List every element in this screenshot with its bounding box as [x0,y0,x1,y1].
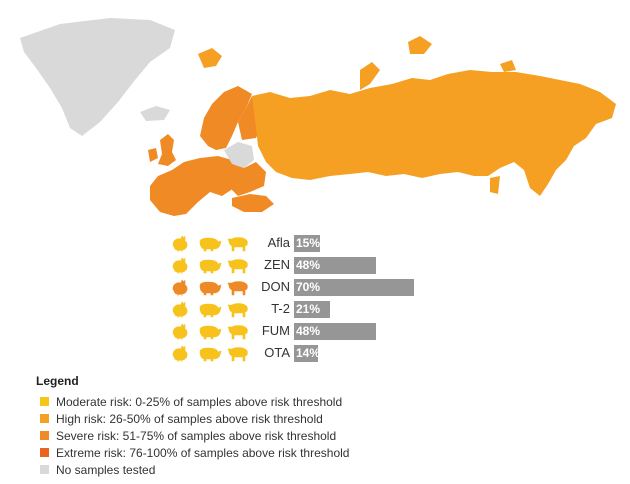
legend: Legend Moderate risk: 0-25% of samples a… [36,374,416,479]
toxin-label: Afla [267,235,290,250]
legend-title: Legend [36,374,79,388]
risk-percent-label: 21% [296,302,321,316]
uk-region [158,134,176,166]
chicken-icon [172,235,188,252]
animal-icons [170,276,255,296]
chicken-icon [172,279,188,296]
risk-percent-label: 48% [296,324,321,338]
animal-icons [170,254,255,274]
legend-swatch [40,465,49,474]
toxin-label: DON [261,279,290,294]
chicken-icon [172,323,188,340]
legend-label: No samples tested [56,463,156,477]
risk-row: ZEN 48% [170,254,430,276]
chicken-icon [172,257,188,274]
risk-bar [294,345,318,362]
turkey-region [232,194,274,212]
toxin-label: T-2 [271,301,290,316]
ireland-region [148,148,158,162]
legend-label: Severe risk: 51-75% of samples above ris… [56,429,337,443]
legend-item: Moderate risk: 0-25% of samples above ri… [36,394,416,411]
eastern-europe-region [230,162,266,196]
cow-icon [227,281,248,296]
legend-item: No samples tested [36,462,416,479]
legend-label: High risk: 26-50% of samples above risk … [56,412,323,426]
scandinavia-region [200,86,252,150]
risk-row: OTA 14% [170,342,430,364]
pig-icon [199,325,222,340]
cow-icon [227,347,248,362]
russia-region [252,70,616,196]
risk-bar [294,235,320,252]
risk-bar [294,257,376,274]
risk-row: DON 70% [170,276,430,298]
risk-row: Afla 15% [170,232,430,254]
animal-icons [170,342,255,362]
legend-swatch [40,414,49,423]
risk-bar [294,301,330,318]
cow-icon [227,303,248,318]
legend-swatch [40,448,49,457]
risk-row: FUM 48% [170,320,430,342]
mycotoxin-risk-table: Afla 15% ZEN 48% DON 70% T-2 21% FUM 48% OTA 14% [170,232,430,364]
risk-percent-label: 70% [296,280,321,294]
risk-bar [294,279,414,296]
legend-label: Extreme risk: 76-100% of samples above r… [56,446,350,460]
legend-label: Moderate risk: 0-25% of samples above ri… [56,395,343,409]
no-sample-region [224,142,254,168]
toxin-label: FUM [261,323,290,338]
animal-icons [170,232,255,252]
legend-items: Moderate risk: 0-25% of samples above ri… [36,394,416,479]
legend-swatch [40,431,49,440]
risk-percent-label: 48% [296,258,321,272]
animal-icons [170,320,255,340]
cow-icon [227,237,248,252]
risk-bar [294,323,376,340]
pig-icon [199,237,222,252]
western-europe-region [150,156,238,216]
iceland-region [140,106,170,121]
legend-item: Extreme risk: 76-100% of samples above r… [36,445,416,462]
toxin-label: ZEN [264,257,290,272]
pig-icon [199,281,222,296]
risk-row: T-2 21% [170,298,430,320]
svalbard-region [198,48,222,68]
legend-item: Severe risk: 51-75% of samples above ris… [36,428,416,445]
toxin-label: OTA [264,345,290,360]
animal-icons [170,298,255,318]
pig-icon [199,259,222,274]
legend-swatch [40,397,49,406]
cow-icon [227,325,248,340]
risk-percent-label: 14% [296,346,321,360]
chicken-icon [172,301,188,318]
chicken-icon [172,345,188,362]
far-east-region [490,142,558,194]
risk-percent-label: 15% [296,236,321,250]
greenland-region [20,18,175,136]
legend-item: High risk: 26-50% of samples above risk … [36,411,416,428]
eurasia-risk-map [20,18,616,216]
cow-icon [227,259,248,274]
pig-icon [199,347,222,362]
pig-icon [199,303,222,318]
